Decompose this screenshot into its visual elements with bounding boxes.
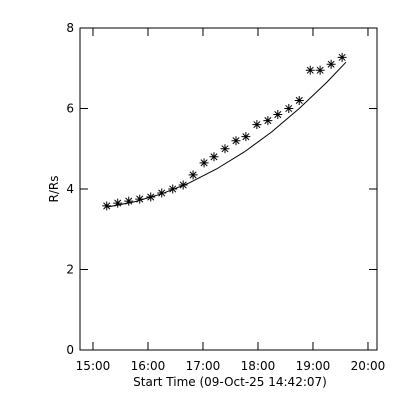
x-tick-label: 19:00 (296, 359, 331, 373)
data-point (220, 144, 230, 154)
y-tick-label: 2 (66, 263, 74, 277)
data-point (231, 136, 241, 146)
data-point (124, 196, 134, 206)
data-point (326, 59, 336, 69)
data-point (315, 65, 325, 75)
data-point (273, 110, 283, 120)
data-point (188, 170, 198, 180)
data-point (199, 158, 209, 168)
data-point (252, 120, 262, 130)
y-axis-label: R/Rs (47, 176, 61, 203)
x-tick-label: 16:00 (131, 359, 166, 373)
x-tick-label: 15:00 (76, 359, 111, 373)
y-tick-label: 8 (66, 21, 74, 35)
y-tick-label: 6 (66, 102, 74, 116)
y-tick-label: 4 (66, 182, 74, 196)
data-point (284, 104, 294, 113)
data-point (209, 152, 219, 162)
data-point (135, 194, 145, 204)
x-tick-label: 20:00 (351, 359, 386, 373)
x-tick-label: 18:00 (241, 359, 276, 373)
data-point (157, 188, 167, 198)
data-point (241, 132, 251, 142)
y-tick-label: 0 (66, 343, 74, 357)
x-axis-label: Start Time (09-Oct-25 14:42:07) (133, 375, 327, 389)
data-point (113, 198, 123, 208)
data-point (305, 65, 315, 75)
data-point (263, 116, 273, 126)
x-tick-label: 17:00 (186, 359, 221, 373)
data-point (102, 201, 112, 211)
data-point (294, 95, 304, 105)
fit-line (106, 61, 347, 208)
data-point (337, 52, 347, 62)
